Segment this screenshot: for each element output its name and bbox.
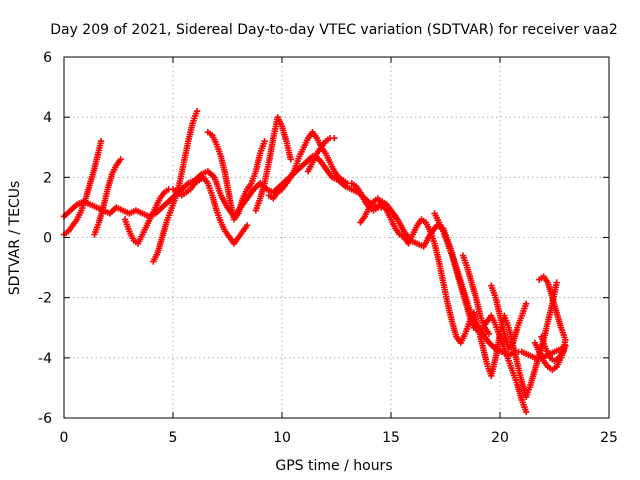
data-point <box>243 222 251 229</box>
y-tick-label: 0 <box>43 231 52 247</box>
x-tick-label: 5 <box>169 430 178 446</box>
y-tick-label: -4 <box>38 351 52 367</box>
series-track10 <box>357 195 560 401</box>
data-point <box>562 342 569 349</box>
y-tick-label: 6 <box>43 50 52 66</box>
data-point <box>261 138 268 145</box>
data-point <box>485 330 493 337</box>
data-point <box>522 300 530 307</box>
data-point <box>538 333 545 340</box>
x-tick-label: 15 <box>382 430 400 446</box>
data-point <box>331 135 338 142</box>
data-points <box>60 107 569 416</box>
series-track9 <box>304 135 338 175</box>
x-axis-label: GPS time / hours <box>275 458 392 474</box>
series-track6 <box>204 129 268 223</box>
data-point <box>287 156 294 163</box>
series-track8 <box>265 129 399 220</box>
plot-frame <box>63 56 610 419</box>
y-tick-labels: -6 -4 -2 0 2 4 6 <box>38 50 52 427</box>
series-track13 <box>488 282 530 353</box>
data-point <box>193 107 201 115</box>
data-point <box>117 156 124 163</box>
x-tick-labels: 0 5 10 15 20 25 <box>60 430 618 446</box>
y-axis-label: SDTVAR / TECUs <box>7 181 23 296</box>
series-track2 <box>60 138 105 238</box>
data-point <box>553 279 560 286</box>
data-point <box>392 213 399 220</box>
x-tick-label: 10 <box>273 430 291 446</box>
series-track4 <box>121 174 251 247</box>
data-point <box>97 138 105 145</box>
series-track12 <box>459 252 493 337</box>
data-point <box>522 408 530 416</box>
x-tick-label: 0 <box>60 430 69 446</box>
y-tick-label: -6 <box>38 411 52 427</box>
grid-lines <box>64 57 609 418</box>
x-tick-label: 25 <box>600 430 618 446</box>
y-tick-label: 2 <box>43 170 52 186</box>
chart-title: Day 209 of 2021, Sidereal Day-to-day VTE… <box>50 22 618 38</box>
x-tick-label: 20 <box>491 430 509 446</box>
y-tick-label: -2 <box>38 291 52 307</box>
series-track15 <box>531 339 569 374</box>
series-track5 <box>150 107 201 265</box>
y-tick-label: 4 <box>43 110 52 126</box>
series-track11 <box>431 210 530 416</box>
series-track7 <box>252 113 294 214</box>
series-track3 <box>91 156 124 238</box>
